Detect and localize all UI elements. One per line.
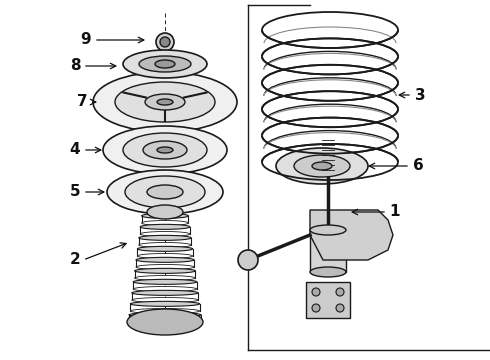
Circle shape — [156, 33, 174, 51]
Circle shape — [312, 288, 320, 296]
Bar — [264, 120, 396, 125]
Ellipse shape — [157, 147, 173, 153]
Ellipse shape — [133, 287, 197, 292]
Text: 7: 7 — [77, 94, 87, 109]
Ellipse shape — [139, 243, 191, 248]
Ellipse shape — [142, 213, 188, 219]
Bar — [264, 93, 396, 99]
Ellipse shape — [129, 319, 201, 324]
Ellipse shape — [133, 279, 197, 284]
Text: 3: 3 — [415, 87, 425, 103]
Ellipse shape — [103, 126, 227, 174]
Ellipse shape — [155, 60, 175, 68]
Ellipse shape — [147, 185, 183, 199]
Circle shape — [238, 250, 258, 270]
Bar — [310, 230, 346, 272]
Polygon shape — [310, 210, 393, 260]
Text: 4: 4 — [70, 143, 80, 158]
Ellipse shape — [129, 312, 201, 318]
Ellipse shape — [145, 94, 185, 110]
Text: 2: 2 — [70, 252, 80, 267]
Ellipse shape — [142, 220, 188, 225]
Ellipse shape — [294, 155, 350, 177]
Ellipse shape — [93, 72, 237, 132]
Ellipse shape — [107, 170, 223, 214]
Ellipse shape — [139, 56, 191, 72]
Circle shape — [336, 304, 344, 312]
Ellipse shape — [123, 133, 207, 167]
Ellipse shape — [143, 141, 187, 159]
Ellipse shape — [130, 309, 199, 314]
Ellipse shape — [136, 265, 194, 270]
Text: 8: 8 — [70, 58, 80, 73]
Ellipse shape — [276, 148, 368, 184]
Circle shape — [160, 37, 170, 47]
Text: 5: 5 — [70, 184, 80, 199]
Bar — [264, 40, 396, 46]
Ellipse shape — [125, 176, 205, 208]
Ellipse shape — [137, 246, 193, 251]
Ellipse shape — [312, 162, 332, 170]
Text: 9: 9 — [81, 32, 91, 48]
Ellipse shape — [135, 275, 196, 280]
Ellipse shape — [132, 291, 198, 295]
Bar — [264, 67, 396, 72]
Circle shape — [312, 304, 320, 312]
Ellipse shape — [139, 235, 191, 240]
Ellipse shape — [135, 268, 196, 273]
Circle shape — [336, 288, 344, 296]
Ellipse shape — [140, 231, 190, 237]
Ellipse shape — [132, 297, 198, 302]
Ellipse shape — [157, 99, 173, 105]
Ellipse shape — [130, 301, 199, 306]
Text: 1: 1 — [390, 204, 400, 220]
Ellipse shape — [137, 253, 193, 258]
Ellipse shape — [147, 205, 183, 219]
Ellipse shape — [123, 50, 207, 78]
Ellipse shape — [310, 267, 346, 277]
Ellipse shape — [115, 82, 215, 122]
Ellipse shape — [140, 224, 190, 229]
Text: 6: 6 — [413, 158, 423, 174]
Bar — [306, 282, 350, 318]
Bar — [264, 146, 396, 152]
Ellipse shape — [136, 257, 194, 262]
Ellipse shape — [310, 225, 346, 235]
Ellipse shape — [127, 309, 203, 335]
